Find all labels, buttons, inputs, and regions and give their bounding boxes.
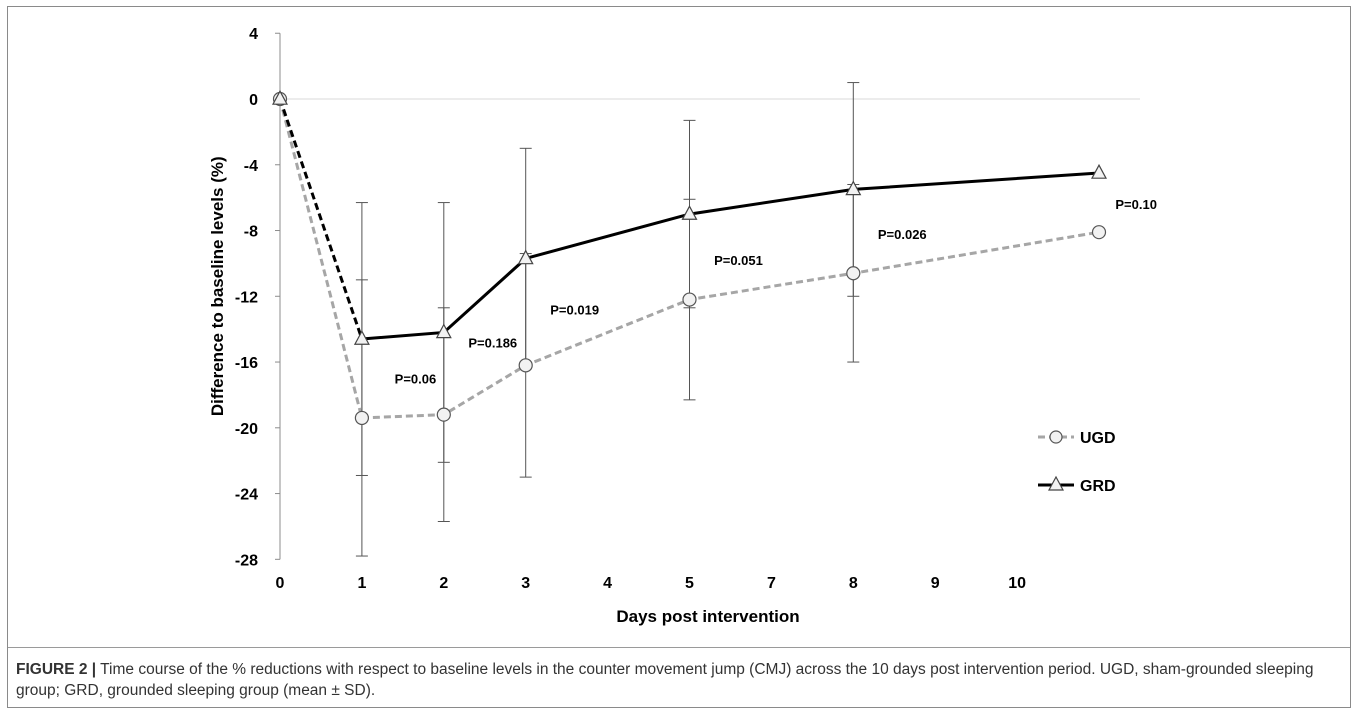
y-tick-label: -8 [244,224,258,241]
legend-marker-grd [1047,475,1065,491]
x-tick-label: 9 [931,575,940,592]
x-tick-label: 7 [767,575,776,592]
y-tick-label: -20 [235,421,258,438]
x-axis-title: Days post intervention [616,607,799,626]
y-tick-label: 0 [249,92,258,109]
point-ugd [436,407,451,422]
legend-label-ugd: UGD [1080,430,1116,447]
y-tick-label: 4 [249,26,258,43]
legend-marker-ugd [1049,430,1063,444]
series-line-ugd [361,230,1100,420]
point-grd [353,329,370,345]
line-chart: 4 0 -4 -8 -12 -16 -20 -24 -28 0 1 2 3 4 5 7 8 9 10 Days pos… [208,26,1157,626]
figure-label: FIGURE 2 | [16,661,97,678]
point-ugd [682,292,697,307]
y-axis-title: Difference to baseline levels (%) [208,156,227,416]
chart-area: 4 0 -4 -8 -12 -16 -20 -24 -28 0 1 2 3 4 5 7 8 9 10 Days pos… [8,7,1350,647]
y-tick-label: -12 [235,289,258,306]
point-grd [845,180,862,196]
p-value-annotation: P=0.019 [550,302,599,317]
p-value-annotation: P=0.051 [714,253,763,268]
series-line-grd [361,171,1100,341]
x-tick-label: 2 [439,575,448,592]
figure-frame: 4 0 -4 -8 -12 -16 -20 -24 -28 0 1 2 3 4 5 7 8 9 10 Days pos… [7,6,1351,708]
point-grd [517,249,534,265]
x-tick-label: 1 [357,575,366,592]
caption-text: Time course of the % reductions with res… [16,661,1314,699]
legend-label-grd: GRD [1080,478,1116,495]
p-value-annotation: P=0.10 [1115,197,1157,212]
point-ugd [354,410,369,426]
point-ugd [1091,225,1107,240]
x-tick-label: 5 [685,575,694,592]
y-tick-label: -28 [235,552,258,569]
point-ugd [846,266,861,281]
point-grd [435,323,452,339]
p-value-annotation: P=0.06 [395,371,437,386]
point-grd [271,89,289,105]
y-tick-label: -16 [235,355,258,372]
p-value-annotation: P=0.026 [878,227,927,242]
x-tick-label: 3 [521,575,530,592]
point-ugd [518,358,533,373]
x-tick-label: 10 [1008,575,1026,592]
y-tick-label: -4 [244,158,258,175]
y-tick-label: -24 [235,487,258,504]
point-grd [1090,163,1108,179]
series-line-ugd-initial [278,98,364,419]
series-line-grd-initial [278,98,364,340]
figure-caption: FIGURE 2 | Time course of the % reductio… [16,659,1342,701]
p-value-annotation: P=0.186 [468,335,517,350]
x-tick-label: 8 [849,575,858,592]
point-grd [681,205,698,220]
x-tick-label: 0 [276,575,285,592]
caption-divider [8,647,1350,648]
x-tick-label: 4 [603,575,612,592]
